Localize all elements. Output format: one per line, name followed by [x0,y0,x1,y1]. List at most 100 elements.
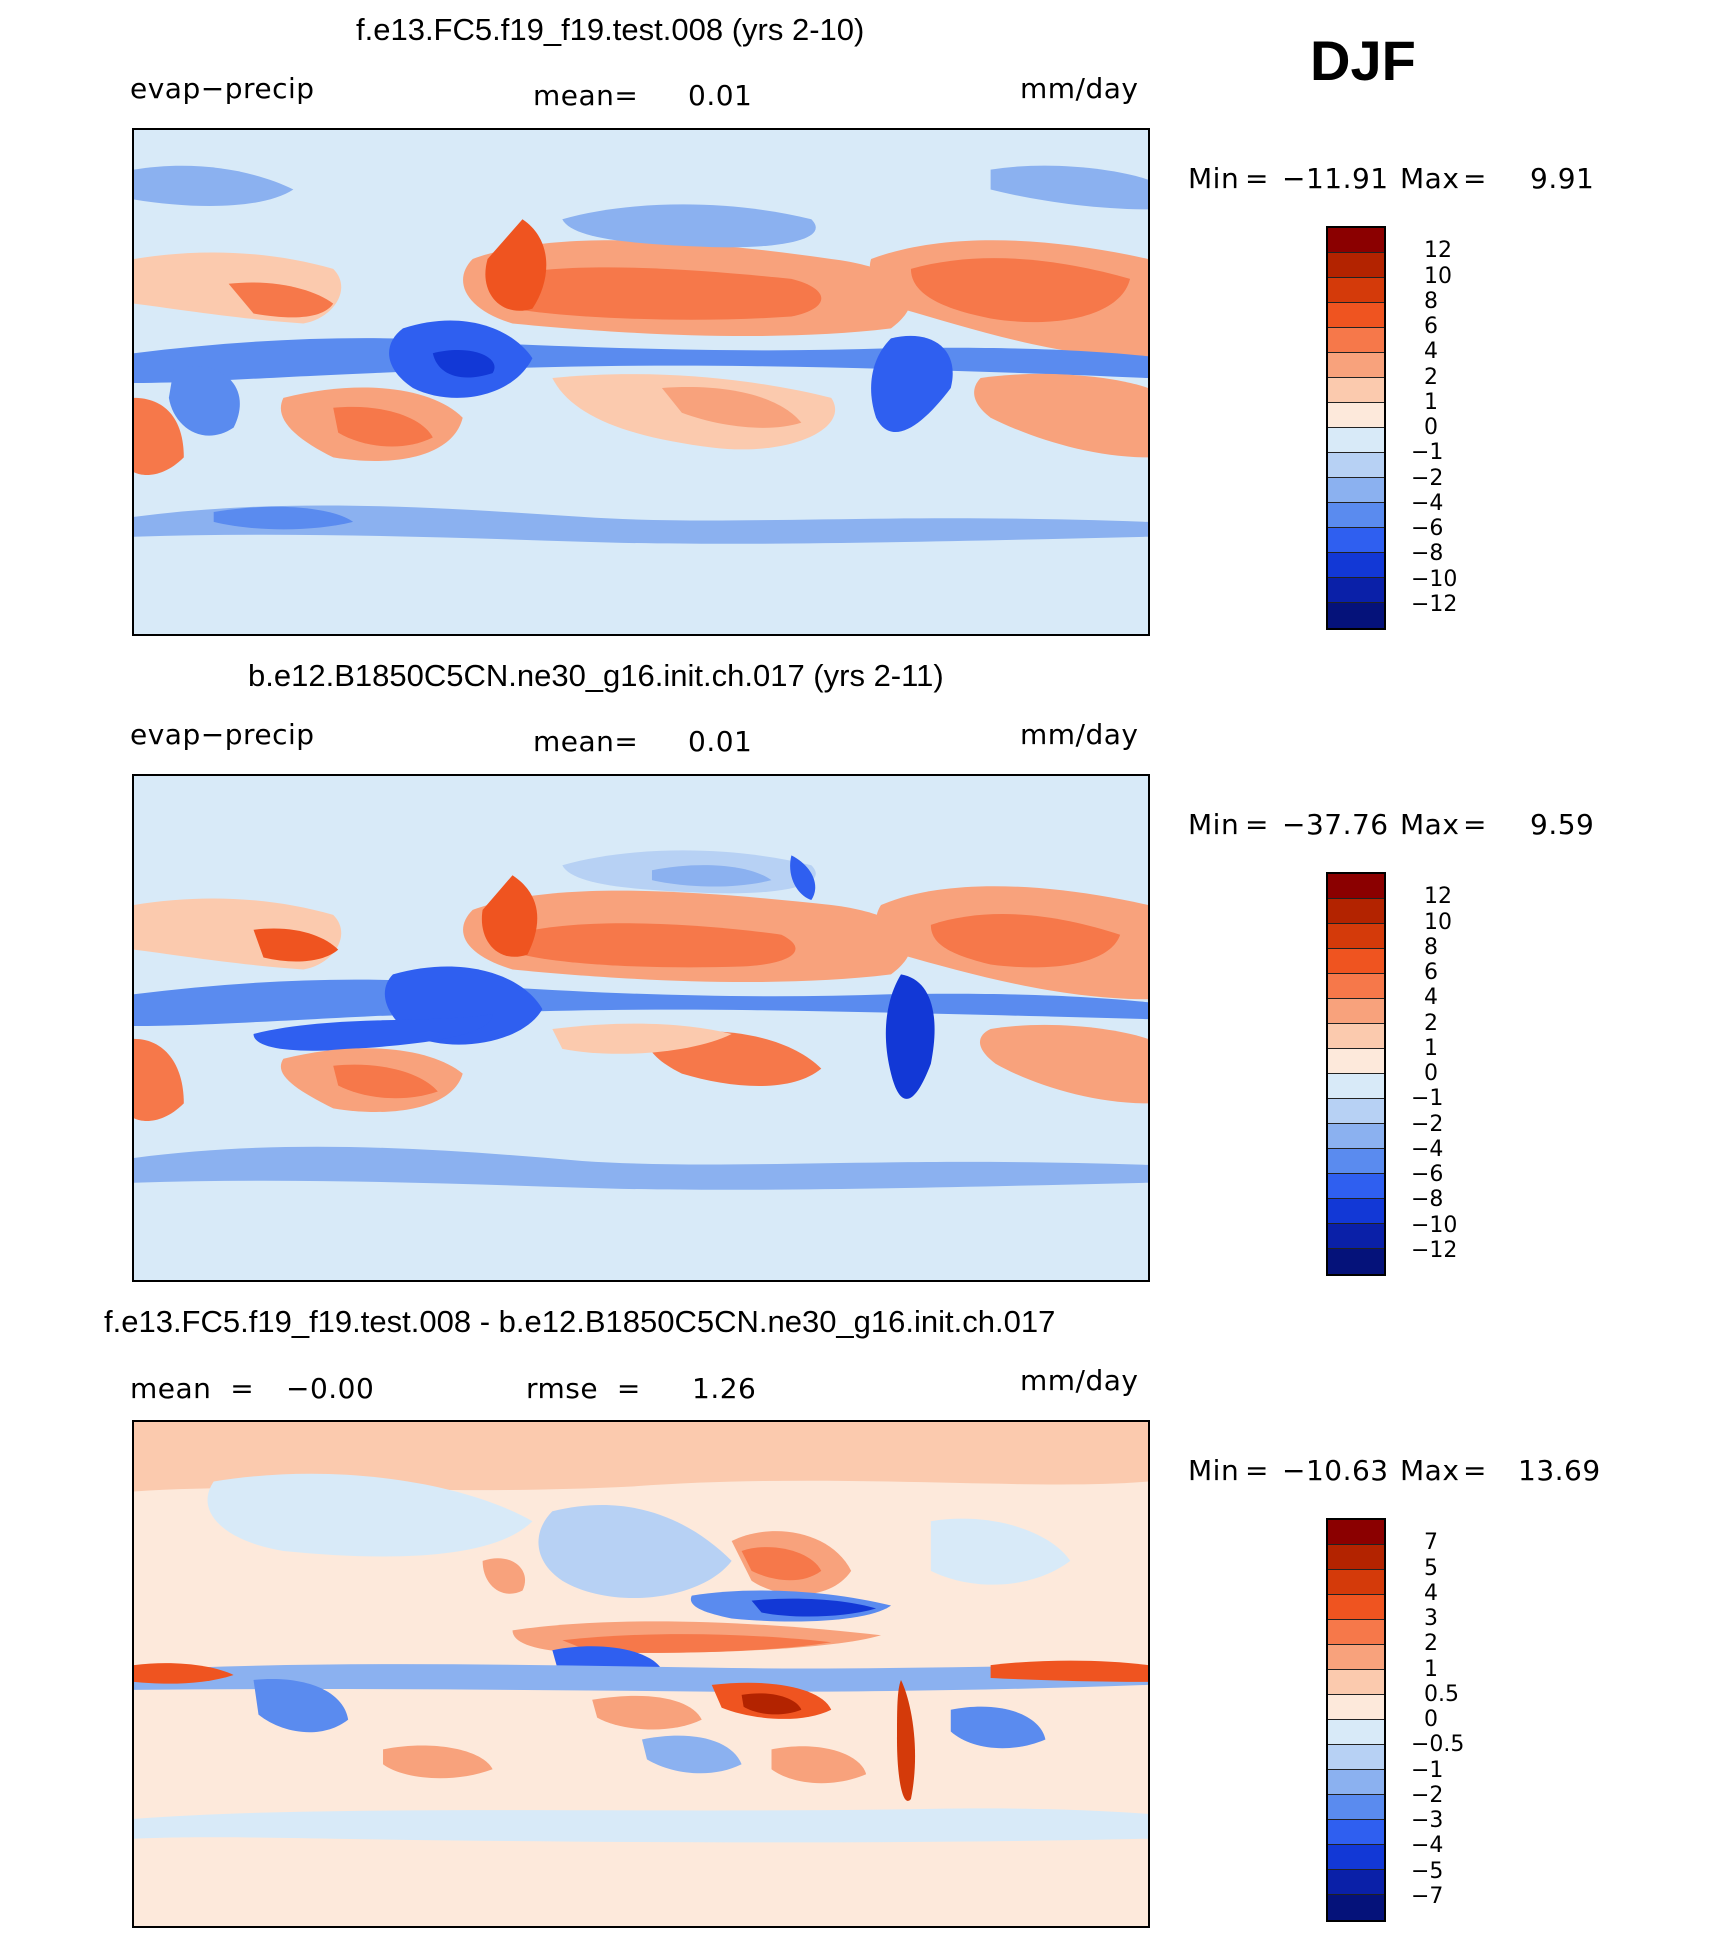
colorbar-swatch [1328,403,1384,428]
panel-3-rmse-value: 1.26 [692,1372,757,1405]
colorbar-tick-label: 1 [1424,1656,1438,1682]
panel-1-min-eq: = [1245,162,1269,195]
colorbar-tick-label: 5 [1424,1555,1438,1581]
colorbar-swatch [1328,949,1384,974]
colorbar-swatch [1328,999,1384,1024]
colorbar-tick-label: −2 [1411,465,1444,491]
colorbar-tick-label: 7 [1424,1530,1438,1556]
panel-2-units-label: mm/day [1020,718,1139,751]
colorbar-tick-label: −4 [1411,1833,1444,1859]
colorbar-swatch [1328,528,1384,553]
colorbar-swatch [1328,353,1384,378]
colorbar-swatch [1328,328,1384,353]
colorbar-tick-label: −5 [1411,1858,1444,1884]
panel-3-mean-value: −0.00 [286,1372,375,1405]
colorbar-swatch [1328,1049,1384,1074]
panel-1-min-value: −11.91 [1282,162,1389,195]
colorbar-swatch [1328,974,1384,999]
colorbar-tick-label: 6 [1424,314,1438,339]
colorbar-tick-label: −7 [1411,1883,1444,1909]
panel-3-mean-label: mean = [130,1372,255,1405]
panel-2-mean-value: 0.01 [688,725,753,758]
colorbar-tick-label: 3 [1424,1606,1438,1631]
colorbar-tick-label: −10 [1411,1212,1458,1238]
colorbar-tick-label: −8 [1411,1187,1444,1213]
colorbar-tick-label: 0 [1424,1707,1438,1732]
colorbar-tick-label: −3 [1411,1808,1444,1833]
colorbar-tick-label: −12 [1411,591,1458,617]
colorbar-tick-label: −1 [1411,1757,1444,1783]
colorbar-tick-label: 8 [1424,288,1438,314]
colorbar-swatch [1328,1895,1384,1920]
colorbar-swatch [1328,253,1384,278]
panel-1-variable-label: evap−precip [130,72,315,105]
colorbar-swatch [1328,1099,1384,1124]
season-label: DJF [1310,29,1416,92]
colorbar-swatch [1328,1820,1384,1845]
panel-1-mean-label: mean= [533,79,639,112]
panel-2-max-value: 9.59 [1530,808,1595,841]
colorbar-swatch [1328,1074,1384,1099]
colorbar-swatch [1328,553,1384,578]
colorbar-tick-label: 1 [1424,389,1438,415]
colorbar-swatch [1328,1870,1384,1895]
colorbar-swatch [1328,1570,1384,1595]
panel-2-map [132,774,1150,1282]
colorbar-tick-label: 12 [1424,238,1452,264]
colorbar-tick-label: 4 [1424,985,1438,1011]
colorbar-swatch [1328,278,1384,303]
panel-2-mean-label: mean= [533,725,639,758]
colorbar-tick-label: −12 [1411,1237,1458,1263]
colorbar-tick-label: 2 [1424,1631,1438,1657]
colorbar-tick-label: −1 [1411,1086,1444,1112]
panel-2-colorbar [1326,872,1386,1276]
colorbar-swatch [1328,1745,1384,1770]
colorbar-swatch [1328,1149,1384,1174]
colorbar-swatch [1328,603,1384,628]
colorbar-swatch [1328,899,1384,924]
colorbar-swatch [1328,228,1384,253]
panel-1-units-label: mm/day [1020,72,1139,105]
panel-2-title: b.e12.B1850C5CN.ne30_g16.init.ch.017 (yr… [248,658,944,693]
colorbar-tick-label: 4 [1424,1580,1438,1606]
colorbar-tick-label: −1 [1411,440,1444,466]
colorbar-tick-label: 4 [1424,339,1438,365]
panel-3-colorbar [1326,1518,1386,1922]
colorbar-tick-label: 1 [1424,1035,1438,1061]
colorbar-swatch [1328,1199,1384,1224]
colorbar-tick-label: −4 [1411,1136,1444,1162]
panel-3-min-value: −10.63 [1282,1454,1389,1487]
colorbar-tick-label: −2 [1411,1111,1444,1137]
colorbar-swatch [1328,1249,1384,1274]
colorbar-swatch [1328,1520,1384,1545]
panel-3-min-eq: = [1245,1454,1269,1487]
colorbar-tick-label: 2 [1424,364,1438,390]
colorbar-swatch [1328,1124,1384,1149]
panel-2-min-value: −37.76 [1282,808,1389,841]
panel-3-max-eq: = [1463,1454,1487,1487]
colorbar-swatch [1328,1670,1384,1695]
colorbar-tick-label: −6 [1411,1162,1444,1187]
panel-2-max-label: Max [1400,808,1460,841]
panel-1-mean-value: 0.01 [688,79,753,112]
colorbar-swatch [1328,578,1384,603]
colorbar-tick-label: 0.5 [1424,1681,1459,1707]
colorbar-swatch [1328,1595,1384,1620]
colorbar-tick-label: −4 [1411,490,1444,516]
colorbar-tick-label: 8 [1424,934,1438,960]
colorbar-swatch [1328,378,1384,403]
colorbar-tick-label: 6 [1424,960,1438,985]
panel-1-title: f.e13.FC5.f19_f19.test.008 (yrs 2-10) [356,12,865,47]
panel-3-contour-field [134,1422,1148,1926]
colorbar-swatch [1328,1174,1384,1199]
colorbar-tick-label: 0 [1424,1061,1438,1086]
panel-3-units-label: mm/day [1020,1364,1139,1397]
panel-1-colorbar [1326,226,1386,630]
colorbar-swatch [1328,503,1384,528]
colorbar-tick-label: −8 [1411,541,1444,567]
panel-1-contour-field [134,130,1148,634]
colorbar-tick-label: 12 [1424,884,1452,910]
colorbar-swatch [1328,478,1384,503]
colorbar-tick-label: 0 [1424,415,1438,440]
panel-2-variable-label: evap−precip [130,718,315,751]
